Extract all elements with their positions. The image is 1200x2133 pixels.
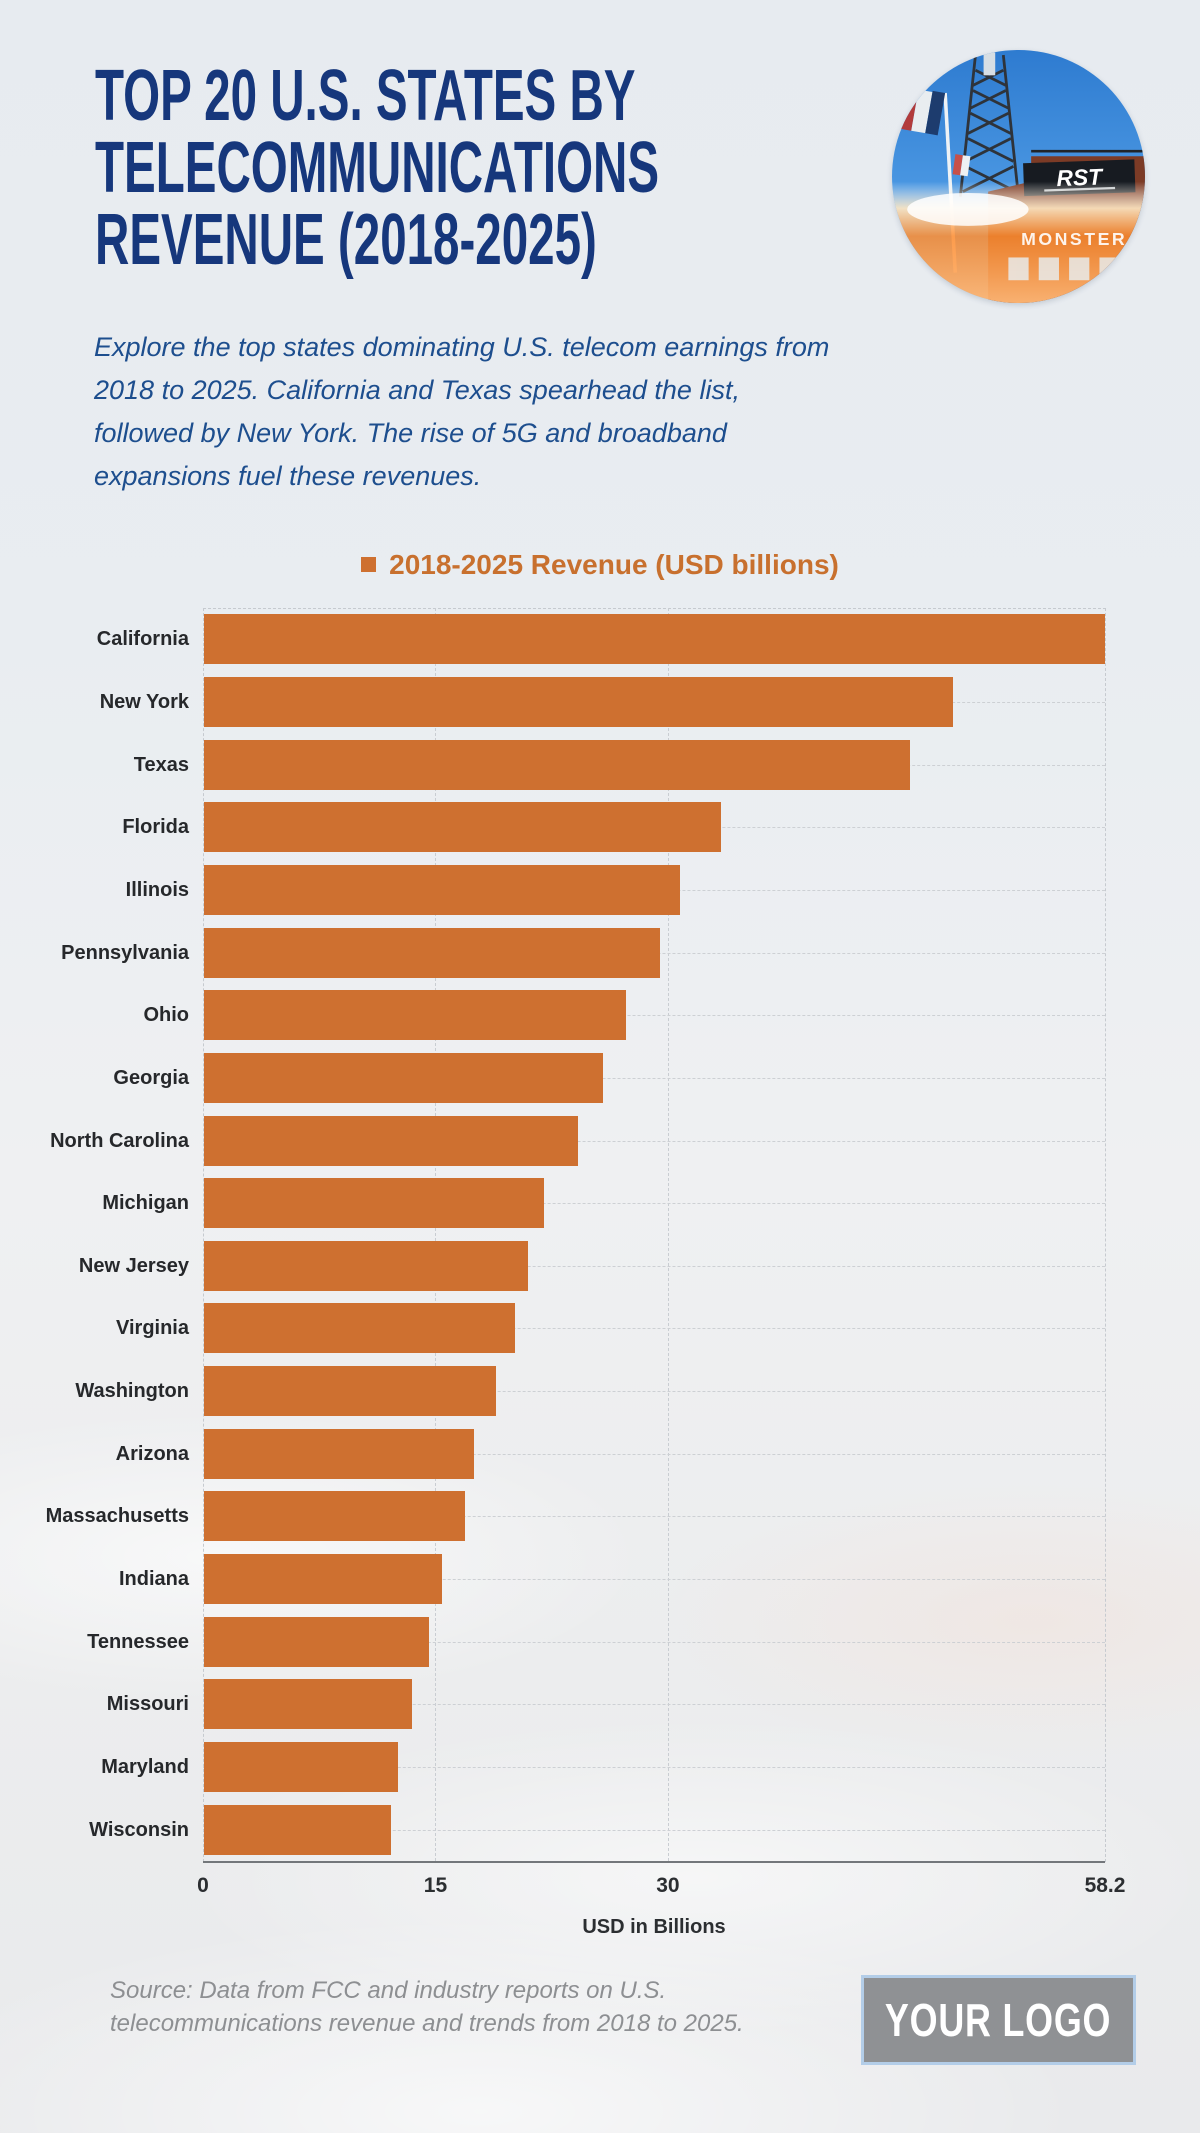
bar-missouri [204, 1679, 413, 1730]
row-label-texas: Texas [133, 753, 189, 776]
x-tick-58.2: 58.2 [1084, 1874, 1126, 1897]
row-label-indiana: Indiana [118, 1568, 189, 1591]
x-tick-0: 0 [197, 1874, 209, 1897]
legend-label: 2018-2025 Revenue (USD billions) [389, 549, 839, 580]
row-guide-massachusetts [203, 1516, 1105, 1518]
light-flare [907, 192, 1029, 226]
row-guide-maryland [203, 1767, 1105, 1769]
legend-square-icon [361, 557, 377, 572]
gridline-30 [667, 608, 669, 1861]
bar-new-jersey [204, 1240, 529, 1291]
gridline-15 [435, 608, 437, 1861]
bar-north-carolina [204, 1115, 579, 1166]
bar-indiana [204, 1554, 442, 1605]
title-line-1: TOP 20 U.S. STATES BY [95, 56, 636, 136]
bar-georgia [204, 1052, 603, 1103]
row-guide-georgia [203, 1077, 1105, 1079]
row-label-massachusetts: Massachusetts [45, 1505, 189, 1528]
row-guide-arizona [203, 1453, 1105, 1455]
telecom-tower-photo: RST MONSTER [892, 50, 1145, 303]
bar-texas [204, 739, 910, 790]
logo-placeholder: YOUR LOGO [861, 1975, 1136, 2065]
small-flag-icon [952, 154, 971, 177]
row-label-washington: Washington [75, 1380, 189, 1403]
bar-massachusetts [204, 1491, 465, 1542]
row-guide-wisconsin [203, 1829, 1105, 1831]
bar-arizona [204, 1428, 475, 1479]
row-label-new-york: New York [99, 690, 189, 713]
french-flag-icon [897, 88, 946, 136]
row-label-illinois: Illinois [125, 878, 189, 901]
antenna-panel [983, 52, 996, 76]
title-line-2: TELECOMMUNICATIONS [95, 128, 660, 208]
logo-text: YOUR LOGO [885, 1994, 1112, 2046]
row-label-tennessee: Tennessee [87, 1630, 189, 1653]
bar-michigan [204, 1178, 544, 1229]
row-label-ohio: Ohio [143, 1004, 189, 1027]
x-axis-line [203, 1861, 1105, 1863]
row-guide-north-carolina [203, 1140, 1105, 1142]
bar-ohio [204, 990, 627, 1041]
bar-florida [204, 802, 721, 853]
row-label-new-jersey: New Jersey [78, 1254, 189, 1277]
building-windows [1008, 257, 1143, 281]
row-label-pennsylvania: Pennsylvania [61, 941, 189, 964]
page-title: TOP 20 U.S. STATES BY TELECOMMUNICATIONS R… [95, 60, 659, 276]
row-label-arizona: Arizona [115, 1442, 189, 1465]
bar-california [204, 614, 1105, 665]
row-guide-tennessee [203, 1641, 1105, 1643]
row-guide-missouri [203, 1704, 1105, 1706]
row-guide-washington [203, 1391, 1105, 1393]
row-label-michigan: Michigan [102, 1192, 189, 1215]
row-guide-michigan [203, 1203, 1105, 1205]
x-tick-30: 30 [656, 1874, 680, 1897]
circular-header-photo: RST MONSTER [892, 50, 1145, 303]
row-guide-indiana [203, 1579, 1105, 1581]
row-label-georgia: Georgia [113, 1066, 189, 1089]
x-axis-title: USD in Billions [582, 1916, 726, 1938]
bar-virginia [204, 1303, 515, 1354]
row-label-wisconsin: Wisconsin [89, 1818, 189, 1841]
x-tick-15: 15 [423, 1874, 448, 1897]
row-guide-ohio [203, 1015, 1105, 1017]
row-label-north-carolina: North Carolina [50, 1129, 189, 1152]
bar-tennessee [204, 1616, 430, 1667]
title-line-3: REVENUE (2018-2025) [95, 200, 597, 280]
monster-sign-text: MONSTER [1021, 229, 1127, 249]
row-label-maryland: Maryland [101, 1756, 189, 1779]
bar-illinois [204, 864, 681, 915]
source-note: Source: Data from FCC and industry repor… [110, 1977, 744, 2037]
row-label-california: California [96, 628, 189, 651]
row-guide-new-jersey [203, 1265, 1105, 1267]
legend: 2018-2025 Revenue (USD billions) [0, 551, 1200, 579]
intro-text: Explore the top states dominating U.S. t… [94, 332, 830, 491]
row-label-missouri: Missouri [106, 1693, 189, 1716]
bar-pennsylvania [204, 927, 661, 978]
row-label-virginia: Virginia [116, 1317, 189, 1340]
row-label-florida: Florida [122, 816, 189, 839]
bar-new-york [204, 676, 954, 727]
bar-wisconsin [204, 1804, 391, 1855]
bar-maryland [204, 1742, 399, 1793]
row-guide-virginia [203, 1328, 1105, 1330]
bar-washington [204, 1366, 496, 1417]
plot-border [203, 608, 1106, 1862]
